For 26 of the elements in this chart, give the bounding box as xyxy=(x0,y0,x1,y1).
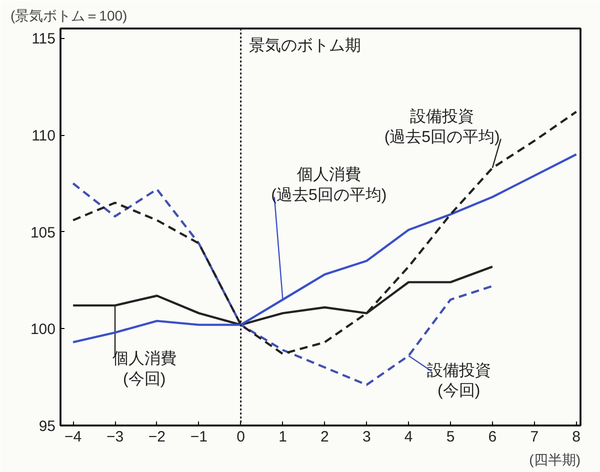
x-tick-label: 3 xyxy=(362,428,371,446)
x-tick-label: −1 xyxy=(190,428,208,446)
series-label: 設備投資 (過去5回の平均) xyxy=(384,108,500,146)
line-series xyxy=(72,153,578,344)
x-tick-label: 7 xyxy=(530,428,539,446)
x-tick-label: 0 xyxy=(236,428,245,446)
legend-label: 設備投資 (今回) xyxy=(426,361,491,400)
y-tick-label: 115 xyxy=(32,30,56,48)
text: 個人消費 (過去5回の平均) xyxy=(271,166,387,204)
x-tick-label: 5 xyxy=(446,428,455,446)
text: 個人消費 (今回) xyxy=(112,350,176,388)
x-axis-title: (四半期) xyxy=(529,452,581,468)
y-tick-label: 110 xyxy=(32,128,56,145)
y-tick-label: 105 xyxy=(30,224,56,242)
x-tick-label: −4 xyxy=(64,428,82,446)
x-tick-label: −3 xyxy=(106,428,124,446)
y-tick-label: 100 xyxy=(30,321,56,338)
x-tick-label: 4 xyxy=(404,428,413,446)
ref-line-label: 景気のボトム期 xyxy=(248,36,361,54)
x-tick-label: 1 xyxy=(278,428,287,446)
x-tick-label: 2 xyxy=(320,428,329,446)
y-axis-title: (景気ボトム＝100) xyxy=(10,8,128,24)
y-tick-label: 95 xyxy=(38,418,56,435)
x-tick-label: 6 xyxy=(488,428,497,446)
x-tick-label: 8 xyxy=(572,428,580,446)
x-tick-label: −2 xyxy=(148,428,166,446)
